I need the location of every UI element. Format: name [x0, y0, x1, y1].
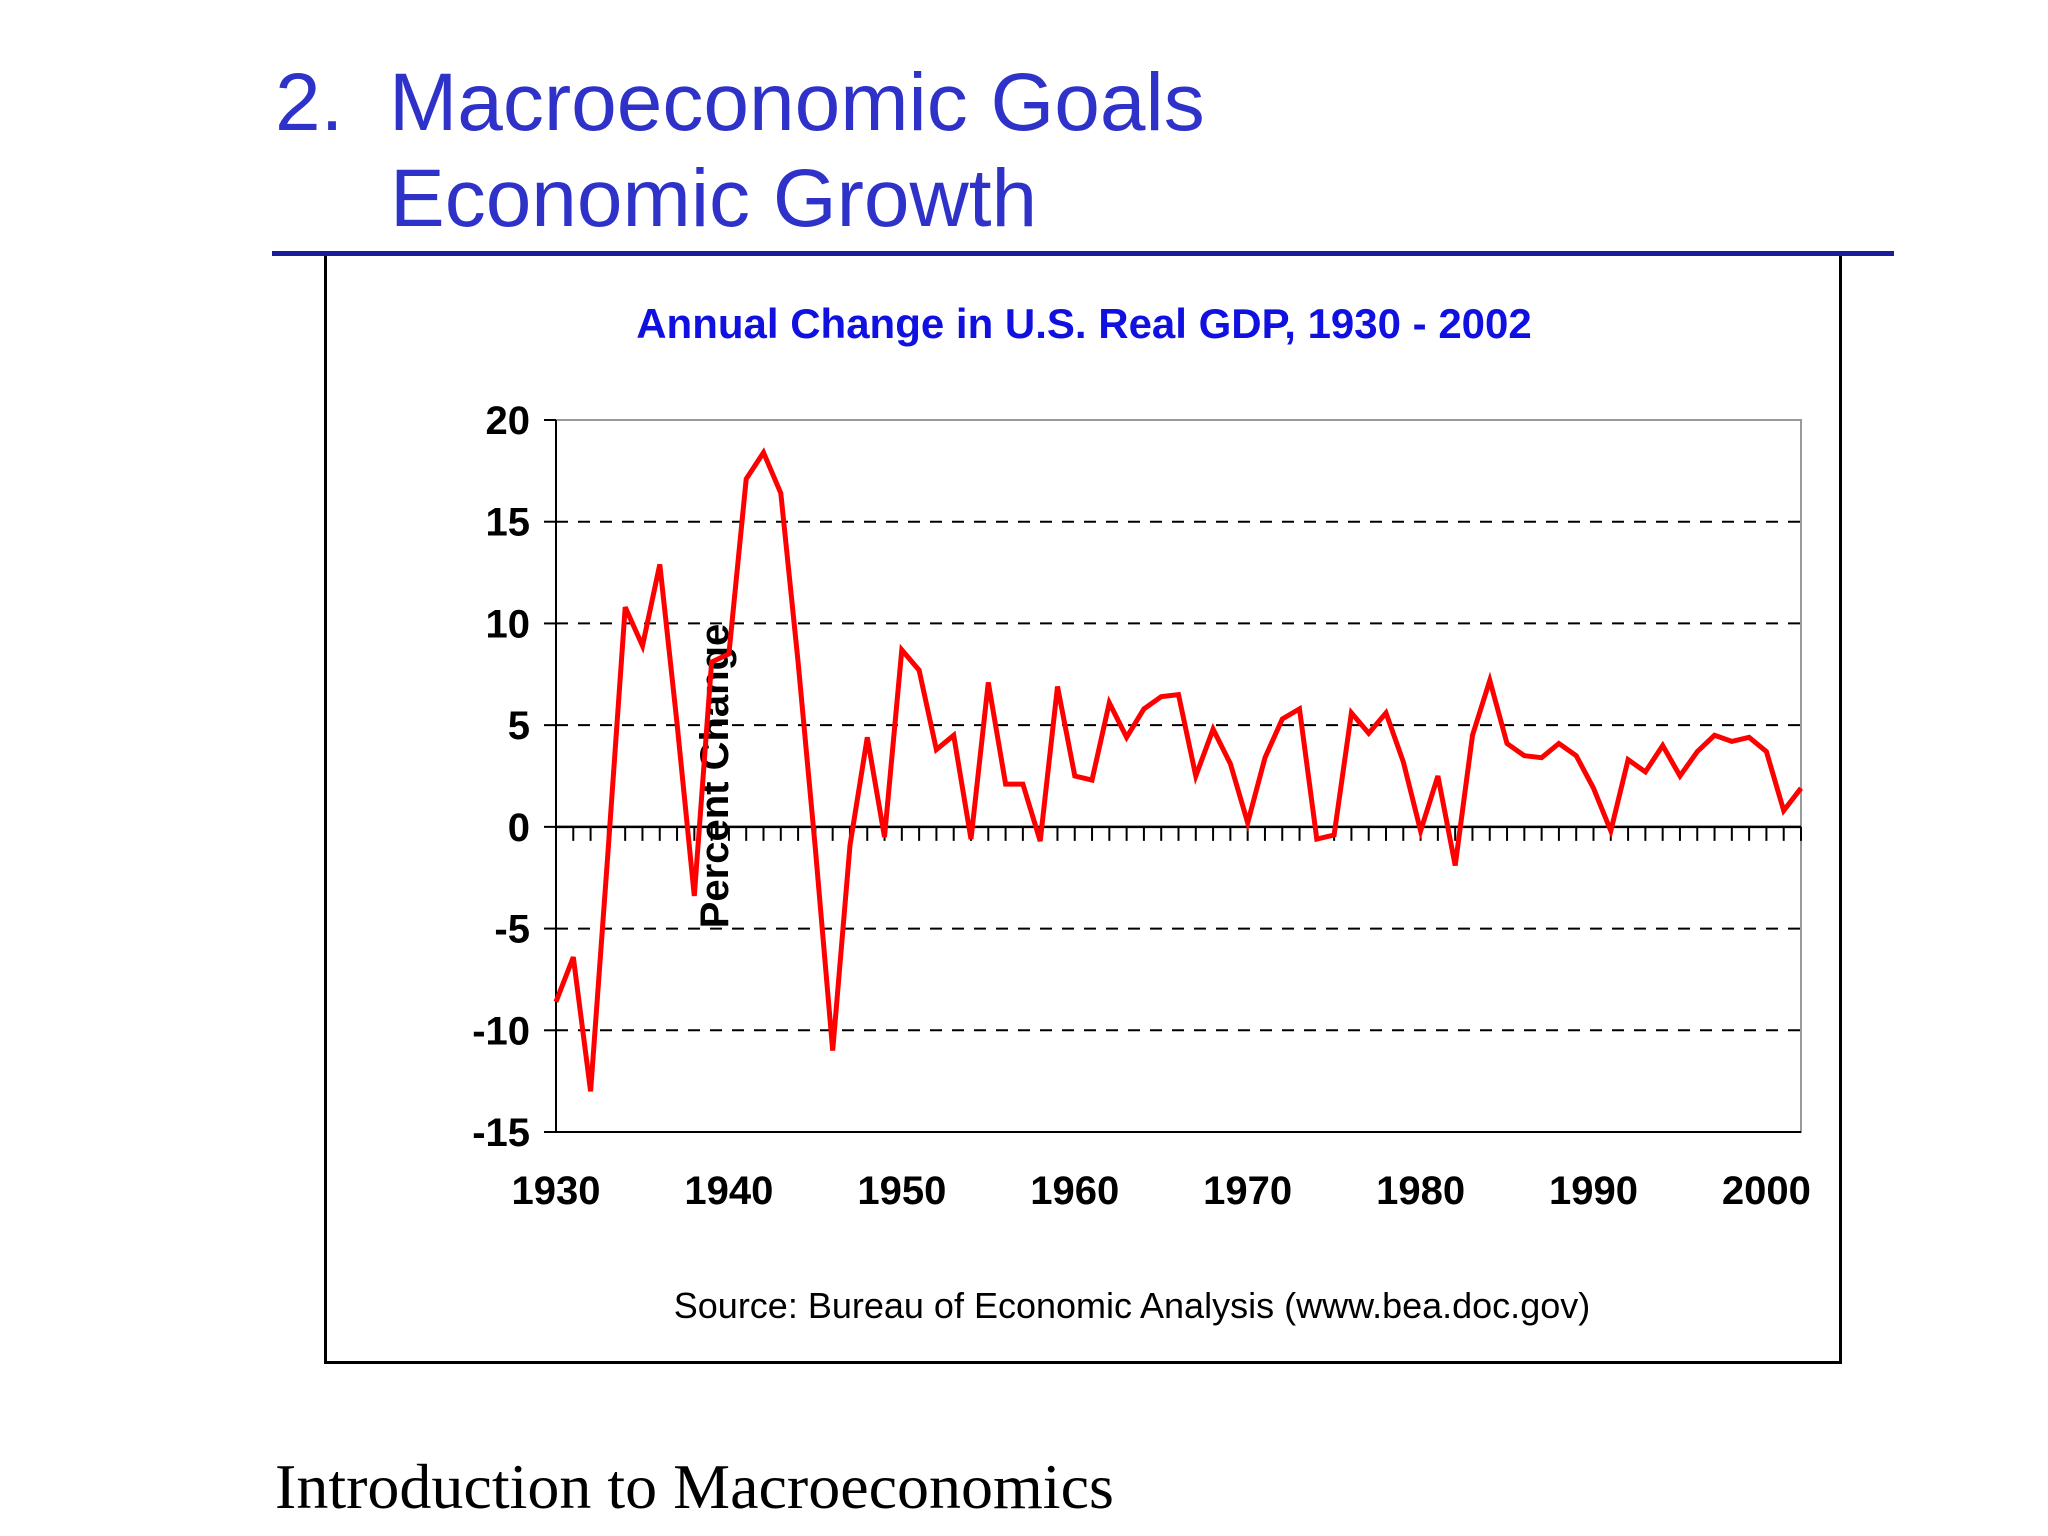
y-axis-label: Percent Change	[693, 624, 737, 929]
x-tick-label: 2000	[1722, 1169, 1811, 1213]
slide-title-line1: 2. Macroeconomic Goals	[275, 57, 1205, 148]
y-tick-label: 10	[486, 602, 531, 646]
x-tick-label: 1970	[1203, 1169, 1292, 1213]
slide-title-line2: Economic Growth	[390, 153, 1038, 244]
x-tick-label: 1990	[1549, 1169, 1638, 1213]
x-tick-label: 1950	[857, 1169, 946, 1213]
y-tick-label: 20	[486, 399, 531, 443]
x-tick-label: 1980	[1376, 1169, 1465, 1213]
series-line-gdp-change	[553, 447, 1803, 1092]
x-tick-label: 1940	[684, 1169, 773, 1213]
gdp-chart: Annual Change in U.S. Real GDP, 1930 - 2…	[472, 300, 1811, 1326]
chart-source: Source: Bureau of Economic Analysis (www…	[674, 1285, 1590, 1326]
chart-frame	[324, 256, 1842, 1364]
y-tick-label: 5	[508, 704, 530, 748]
x-tick-label: 1960	[1030, 1169, 1119, 1213]
y-tick-label: -5	[494, 908, 530, 952]
y-tick-label: -15	[472, 1111, 530, 1155]
y-tick-label: -10	[472, 1009, 530, 1053]
x-tick-label: 1930	[512, 1169, 601, 1213]
chart-title: Annual Change in U.S. Real GDP, 1930 - 2…	[636, 300, 1532, 347]
y-tick-label: 15	[486, 501, 531, 545]
title-underline	[272, 251, 1894, 256]
y-tick-label: 0	[508, 806, 530, 850]
slide-title: 2. Macroeconomic Goals Economic Growth	[275, 55, 1205, 247]
footer-text: Introduction to Macroeconomics	[275, 1451, 1114, 1522]
